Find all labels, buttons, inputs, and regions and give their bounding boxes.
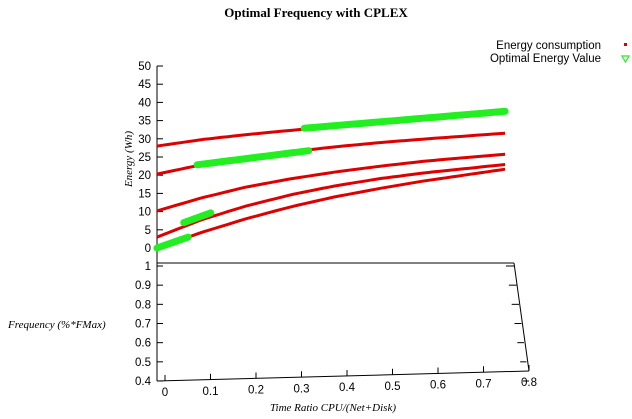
energy-curve-5 bbox=[156, 167, 506, 250]
z-tick-label: 10 bbox=[138, 207, 151, 219]
optimal-segment-4 bbox=[153, 233, 192, 252]
z-tick-label: 20 bbox=[138, 170, 151, 182]
z-tick-label: 0 bbox=[145, 243, 151, 255]
y-tick-label: 1 bbox=[145, 261, 151, 273]
z-ticks: 0 5 10 15 20 25 30 35 40 45 50 bbox=[138, 61, 163, 255]
z-tick-label: 40 bbox=[138, 97, 151, 109]
x-ticks: 0 0.1 0.2 0.3 0.4 0.5 0.6 0.7 0.8 bbox=[162, 365, 537, 399]
legend-label-optimal-energy-value: Optimal Energy Value bbox=[490, 53, 601, 65]
z-tick-label: 5 bbox=[145, 225, 151, 237]
z-tick-label: 50 bbox=[138, 61, 151, 73]
chart-title: Optimal Frequency with CPLEX bbox=[224, 5, 408, 20]
x-tick-label: 0.6 bbox=[430, 380, 446, 392]
legend: Energy consumption Optimal Energy Value bbox=[490, 40, 631, 65]
series-energy-consumption bbox=[156, 109, 506, 250]
z-tick-label: 35 bbox=[138, 116, 151, 128]
y-tick-label: 0.7 bbox=[135, 319, 151, 331]
z-axis-label: Energy (Wh) bbox=[123, 131, 135, 188]
x-tick-label: 0 bbox=[162, 387, 168, 399]
y-tick-label: 0.8 bbox=[135, 299, 151, 311]
y-axis-label: Frequency (%*FMax) bbox=[7, 319, 106, 331]
z-tick-label: 30 bbox=[138, 134, 151, 146]
z-tick-label: 45 bbox=[138, 79, 151, 91]
optimal-segment-1 bbox=[300, 107, 509, 132]
x-tick-label: 0.8 bbox=[521, 377, 537, 389]
x-axis-line bbox=[156, 370, 530, 382]
optimal-segment-2 bbox=[193, 147, 313, 169]
energy-curve-4 bbox=[156, 163, 506, 239]
optimal-segment-3 bbox=[180, 209, 215, 227]
y-tick-label: 0.6 bbox=[135, 338, 151, 350]
right-edge-line bbox=[513, 262, 530, 372]
y-ticks: 0.4 0.5 0.6 0.7 0.8 0.9 1 bbox=[135, 261, 529, 388]
x-tick-label: 0.3 bbox=[294, 383, 310, 395]
x-tick-label: 0.7 bbox=[476, 378, 492, 390]
x-tick-label: 0.1 bbox=[203, 386, 219, 398]
x-tick-label: 0.4 bbox=[339, 382, 356, 394]
y-tick-label: 0.5 bbox=[135, 357, 151, 369]
legend-marker-energy-consumption bbox=[624, 43, 627, 46]
legend-marker-optimal-energy-value bbox=[620, 55, 631, 64]
x-tick-label: 0.5 bbox=[385, 381, 401, 393]
legend-label-energy-consumption: Energy consumption bbox=[496, 40, 601, 52]
z-tick-label: 15 bbox=[138, 188, 151, 200]
series-optimal-energy-value bbox=[153, 107, 509, 252]
y-tick-label: 0.4 bbox=[135, 376, 152, 388]
energy-curve-3 bbox=[156, 152, 506, 213]
z-tick-label: 25 bbox=[138, 152, 151, 164]
x-tick-label: 0.2 bbox=[248, 385, 264, 397]
y-tick-label: 0.9 bbox=[135, 280, 151, 292]
x-axis-label: Time Ratio CPU/(Net+Disk) bbox=[270, 402, 396, 414]
